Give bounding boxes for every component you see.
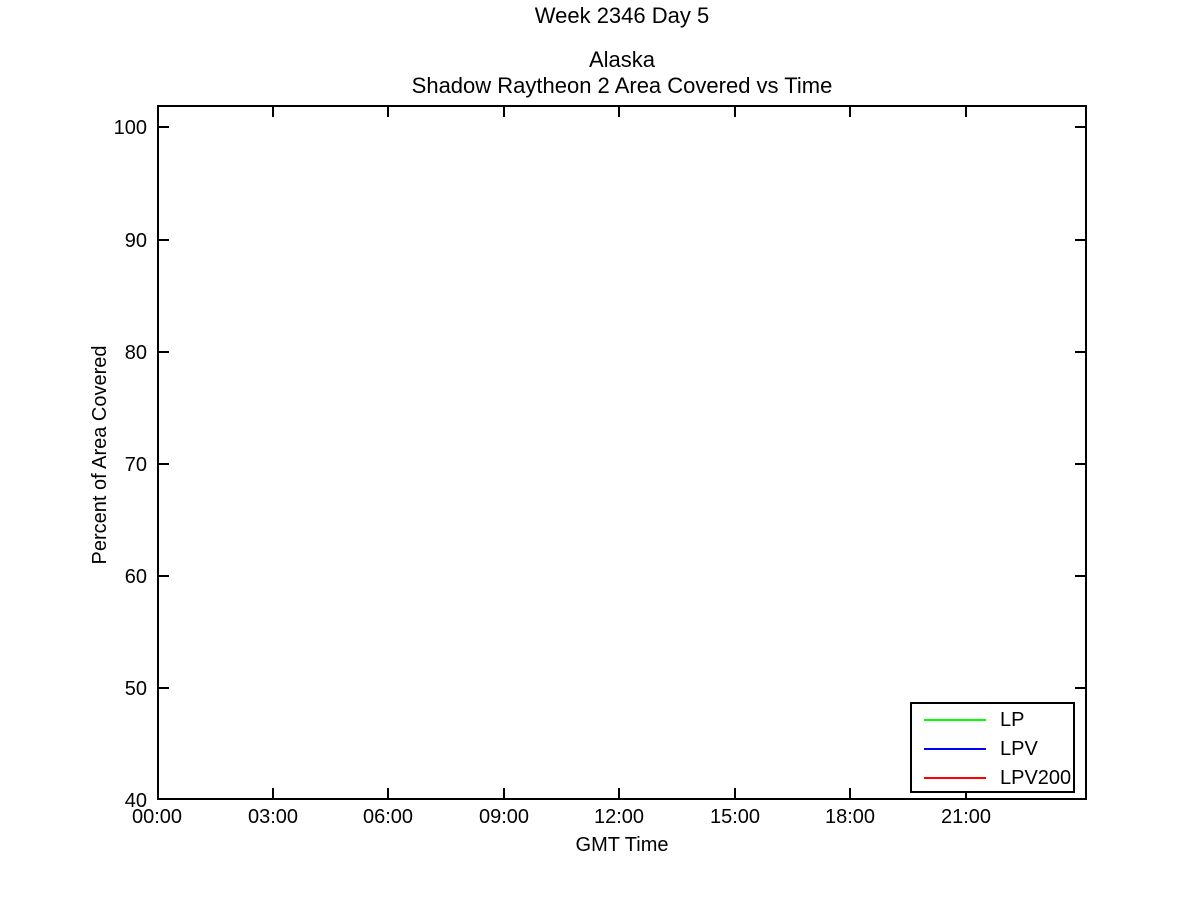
y-tick-label: 50 bbox=[124, 678, 147, 700]
y-tick-mark bbox=[159, 575, 169, 577]
legend: LP LPV LPV200 bbox=[910, 702, 1075, 793]
plot-area bbox=[157, 105, 1087, 800]
x-tick-mark bbox=[849, 788, 851, 798]
x-tick-label: 03:00 bbox=[247, 806, 299, 828]
x-tick-label: 09:00 bbox=[478, 806, 530, 828]
y-tick-mark bbox=[159, 463, 169, 465]
y-tick-mark-right bbox=[1075, 126, 1085, 128]
y-tick-mark bbox=[159, 351, 169, 353]
y-tick-mark bbox=[159, 126, 169, 128]
x-tick-label: 21:00 bbox=[940, 806, 992, 828]
x-tick-label: 12:00 bbox=[593, 806, 645, 828]
y-tick-mark bbox=[159, 239, 169, 241]
y-tick-mark-right bbox=[1075, 575, 1085, 577]
x-tick-mark-top bbox=[965, 107, 967, 117]
x-tick-mark bbox=[965, 788, 967, 798]
legend-item-lp: LP bbox=[912, 705, 1073, 734]
y-tick-label: 40 bbox=[124, 790, 147, 812]
legend-label-lpv200: LPV200 bbox=[1000, 766, 1072, 789]
x-tick-mark-top bbox=[849, 107, 851, 117]
x-tick-mark-top bbox=[387, 107, 389, 117]
x-tick-label: 18:00 bbox=[824, 806, 876, 828]
chart-title-main: Shadow Raytheon 2 Area Covered vs Time bbox=[411, 73, 833, 98]
lpv-line-sample bbox=[924, 747, 986, 750]
y-tick-mark-right bbox=[1075, 463, 1085, 465]
y-tick-label: 70 bbox=[124, 454, 147, 476]
x-tick-mark bbox=[618, 788, 620, 798]
y-tick-label: 60 bbox=[124, 566, 147, 588]
x-tick-label: 15:00 bbox=[709, 806, 761, 828]
y-tick-mark-right bbox=[1075, 239, 1085, 241]
x-tick-label: 00:00 bbox=[131, 806, 183, 828]
lpv200-line-sample bbox=[924, 776, 986, 779]
x-tick-label: 06:00 bbox=[362, 806, 414, 828]
y-tick-label: 80 bbox=[124, 342, 147, 364]
x-axis-label: GMT Time bbox=[575, 834, 669, 856]
y-tick-mark-right bbox=[1075, 351, 1085, 353]
figure-suptitle: Week 2346 Day 5 bbox=[534, 3, 710, 28]
legend-label-lp: LP bbox=[1000, 708, 1025, 731]
x-tick-mark bbox=[734, 788, 736, 798]
lp-line-sample bbox=[924, 718, 986, 721]
x-tick-mark bbox=[503, 788, 505, 798]
legend-item-lpv: LPV bbox=[912, 734, 1073, 763]
x-tick-mark-top bbox=[618, 107, 620, 117]
y-tick-mark-right bbox=[1075, 687, 1085, 689]
x-tick-mark-top bbox=[272, 107, 274, 117]
legend-label-lpv: LPV bbox=[1000, 737, 1038, 760]
x-tick-mark bbox=[387, 788, 389, 798]
x-tick-mark bbox=[272, 788, 274, 798]
y-tick-mark bbox=[159, 687, 169, 689]
chart-title-region: Alaska bbox=[588, 47, 656, 72]
legend-item-lpv200: LPV200 bbox=[912, 763, 1073, 792]
x-tick-mark-top bbox=[503, 107, 505, 117]
y-tick-label: 90 bbox=[124, 230, 147, 252]
x-tick-mark-top bbox=[734, 107, 736, 117]
y-tick-label: 100 bbox=[113, 117, 147, 139]
